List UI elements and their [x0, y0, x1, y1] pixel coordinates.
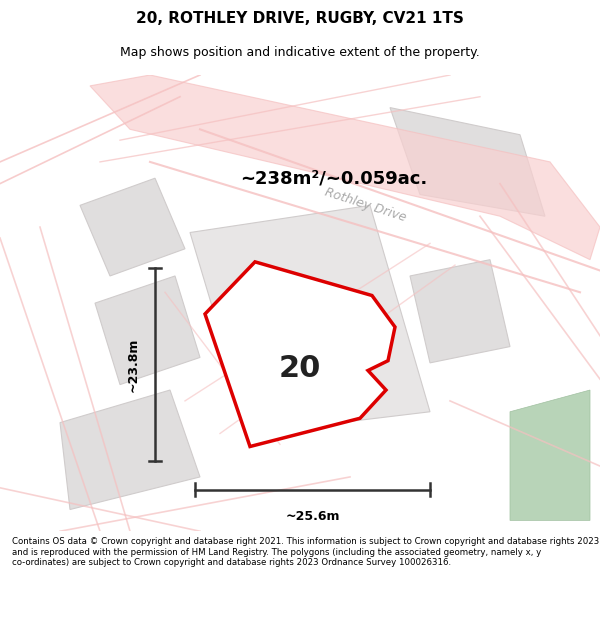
- Polygon shape: [90, 75, 600, 259]
- Text: ~25.6m: ~25.6m: [285, 509, 340, 522]
- Text: 20, ROTHLEY DRIVE, RUGBY, CV21 1TS: 20, ROTHLEY DRIVE, RUGBY, CV21 1TS: [136, 11, 464, 26]
- Text: ~23.8m: ~23.8m: [127, 338, 140, 392]
- Text: ~238m²/~0.059ac.: ~238m²/~0.059ac.: [240, 169, 427, 187]
- Polygon shape: [205, 262, 395, 446]
- Text: Contains OS data © Crown copyright and database right 2021. This information is : Contains OS data © Crown copyright and d…: [12, 538, 599, 568]
- Polygon shape: [390, 107, 545, 216]
- Polygon shape: [95, 276, 200, 384]
- Polygon shape: [60, 390, 200, 509]
- Polygon shape: [80, 178, 185, 276]
- Polygon shape: [190, 206, 430, 434]
- Text: 20: 20: [279, 354, 321, 382]
- Polygon shape: [410, 259, 510, 363]
- Text: Map shows position and indicative extent of the property.: Map shows position and indicative extent…: [120, 46, 480, 59]
- Text: Rothley Drive: Rothley Drive: [323, 186, 407, 224]
- Polygon shape: [510, 390, 590, 521]
